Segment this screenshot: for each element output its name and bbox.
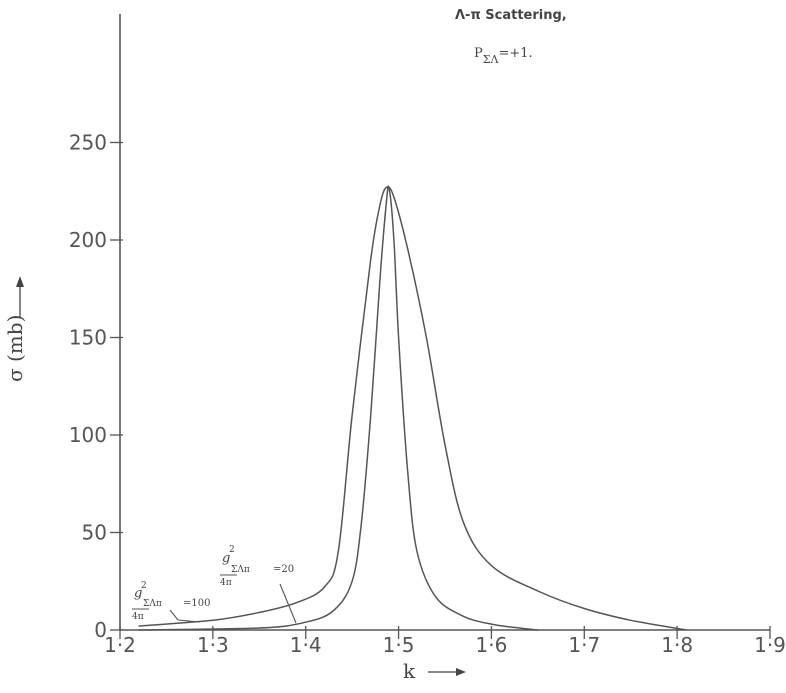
x-axis-label: k bbox=[403, 659, 416, 683]
y-axis-label: σ (mb) bbox=[3, 315, 27, 382]
x-axis-arrow-icon bbox=[428, 668, 466, 676]
y-tick-label: 0 bbox=[94, 618, 107, 642]
series-label-g20-sub: ΣΛπ bbox=[231, 565, 250, 575]
series-label-g100-den: 4π bbox=[132, 612, 144, 622]
x-ticks: 1·2 1·3 1·4 1·5 1·6 1·7 1·8 1·9 bbox=[104, 626, 786, 657]
series-label-g100-eq: =100 bbox=[183, 598, 210, 609]
y-tick-label: 150 bbox=[69, 326, 107, 350]
y-axis-arrow-icon bbox=[16, 276, 24, 318]
x-tick-label: 1·7 bbox=[568, 633, 600, 657]
series-label-g100: g 2 ΣΛπ 4π =100 bbox=[132, 581, 210, 623]
series-curve-g20 bbox=[138, 185, 538, 631]
x-tick-label: 1·6 bbox=[476, 633, 508, 657]
series-label-g100-sup: 2 bbox=[141, 581, 147, 591]
series-label-g100-sub: ΣΛπ bbox=[143, 599, 162, 609]
series-label-g100-pointer bbox=[169, 609, 201, 623]
chart-subtitle: PΣΛ=+1. bbox=[474, 46, 533, 66]
y-tick-label: 250 bbox=[69, 131, 107, 155]
series-label-g20: g 2 ΣΛπ 4π =20 bbox=[220, 545, 297, 624]
y-ticks: 0 50 100 150 200 250 bbox=[69, 131, 123, 642]
axes bbox=[119, 14, 770, 631]
y-tick-label: 50 bbox=[82, 521, 107, 545]
x-tick-label: 1·4 bbox=[290, 633, 322, 657]
x-tick-label: 1·2 bbox=[104, 633, 136, 657]
x-tick-label: 1·3 bbox=[197, 633, 229, 657]
series-curve-g100 bbox=[138, 186, 687, 631]
series-label-g20-pointer bbox=[279, 583, 297, 624]
chart-title: Λ-π Scattering, bbox=[455, 8, 567, 23]
x-tick-label: 1·8 bbox=[661, 633, 693, 657]
series-label-g20-g: g bbox=[222, 551, 230, 566]
x-tick-label: 1·5 bbox=[383, 633, 415, 657]
curves bbox=[138, 185, 687, 631]
y-tick-label: 200 bbox=[69, 228, 107, 252]
series-label-g20-den: 4π bbox=[220, 578, 232, 588]
series-label-g100-g: g bbox=[134, 586, 142, 601]
series-label-g20-sup: 2 bbox=[229, 545, 235, 555]
series-label-g20-eq: =20 bbox=[273, 564, 294, 575]
x-tick-label: 1·9 bbox=[754, 633, 786, 657]
y-tick-label: 100 bbox=[69, 423, 107, 447]
